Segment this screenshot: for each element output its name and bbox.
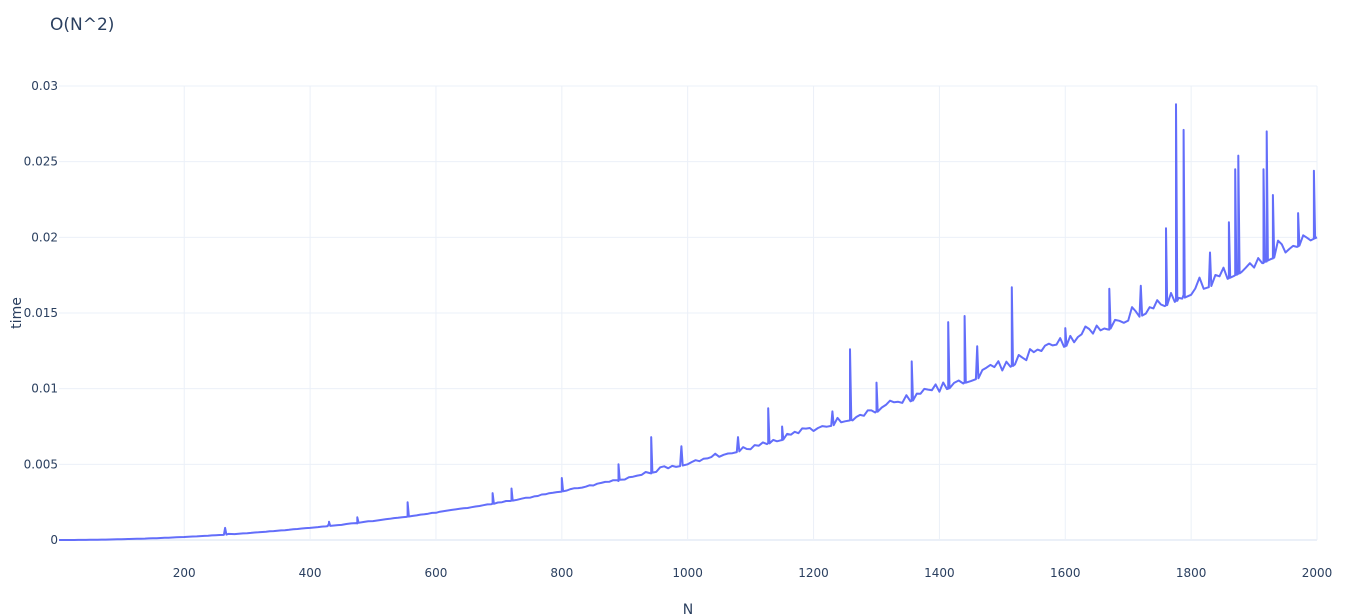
y-tick-label: 0.03 (31, 79, 58, 93)
series-path (59, 103, 1318, 541)
x-tick-label: 1200 (798, 566, 829, 580)
x-tick-label: 400 (299, 566, 322, 580)
chart-title: O(N^2) (50, 15, 115, 35)
series-line (59, 103, 1318, 541)
x-tick-label: 600 (425, 566, 448, 580)
x-tick-label: 800 (550, 566, 573, 580)
x-tick-labels: 200 400 600 800 1000 1200 1400 1600 1800 2000 (173, 566, 1332, 580)
y-tick-label: 0.02 (31, 230, 58, 244)
x-tick-label: 1600 (1050, 566, 1081, 580)
y-tick-labels: 0 0.005 0.01 0.015 0.02 0.025 0.03 (24, 79, 58, 547)
x-tick-label: 1000 (672, 566, 703, 580)
y-tick-label: 0.005 (24, 457, 58, 471)
y-tick-label: 0 (50, 533, 58, 547)
x-tick-label: 1400 (924, 566, 955, 580)
x-tick-label: 2000 (1302, 566, 1333, 580)
y-tick-label: 0.025 (24, 155, 58, 169)
y-tick-label: 0.015 (24, 306, 58, 320)
x-axis-title: N (683, 602, 693, 616)
grid-lines (59, 85, 1318, 540)
x-tick-label: 200 (173, 566, 196, 580)
x-tick-label: 1800 (1176, 566, 1207, 580)
y-axis-title: time (9, 297, 25, 329)
y-tick-label: 0.01 (31, 382, 58, 396)
